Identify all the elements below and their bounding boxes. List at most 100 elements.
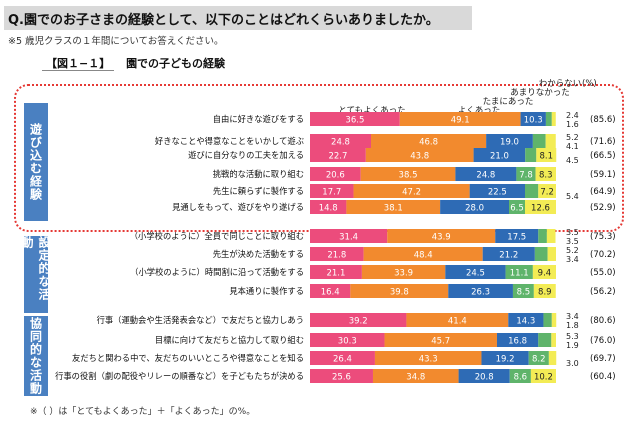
bar-segment	[310, 167, 361, 181]
figure-tag: 【図１−１】	[42, 57, 115, 71]
data-label: 38.5	[399, 171, 418, 181]
bar-segment	[528, 351, 549, 365]
data-label: 16.8	[508, 337, 527, 347]
data-label: 4.5	[566, 156, 579, 165]
data-label: 39.8	[390, 288, 409, 298]
bar-segment	[399, 112, 521, 126]
category-label: 遊びに自分なりの工夫を加える	[188, 150, 304, 160]
category-label: 目標に向けて友だちと協力して取り組む	[155, 335, 304, 345]
bar-segment	[551, 112, 556, 126]
bar-segment	[406, 313, 509, 327]
question-note: ※5 歳児クラスの１年間についてお答えください。	[8, 36, 224, 47]
bar-segment	[508, 313, 544, 327]
bar-segment	[547, 247, 556, 261]
data-label: 28.0	[465, 204, 484, 214]
data-label: 21.0	[490, 152, 509, 162]
bar-segment	[353, 184, 470, 198]
bar-segment	[525, 184, 539, 198]
data-label: 46.8	[419, 138, 438, 148]
data-label: 3.5	[566, 228, 579, 237]
category-label: 先生が決めた活動をする	[213, 249, 304, 259]
bar-segment	[346, 200, 441, 214]
total-label: (66.5)	[590, 151, 616, 161]
bar-segment	[532, 134, 546, 148]
figure-title: 【図１−１】 園での子どもの経験	[42, 55, 225, 71]
data-label: 48.4	[414, 251, 433, 261]
data-label: 30.3	[338, 337, 357, 347]
data-label: 47.2	[402, 188, 421, 198]
bar-segment	[486, 134, 533, 148]
total-label: (69.7)	[590, 354, 616, 364]
data-label: 16.4	[321, 288, 340, 298]
bar-segment	[371, 134, 487, 148]
data-label: 6.5	[510, 204, 524, 214]
bar-segment	[538, 229, 547, 243]
group-label-asobikomu: 遊び込む経験	[24, 103, 48, 221]
legend-label: わからない	[539, 79, 582, 89]
bar-segment	[374, 351, 482, 365]
data-label: 1.9	[566, 341, 579, 350]
data-label: 9.4	[538, 269, 552, 279]
bar-segment	[448, 284, 513, 298]
bar-segment	[533, 284, 556, 298]
data-label: 3.0	[566, 359, 579, 368]
data-label: 8.1	[540, 152, 554, 162]
total-label: (85.6)	[590, 115, 616, 125]
footnote: ※（ ）は「とてもよくあった」＋「よくあった」の%。	[30, 407, 256, 417]
data-label: 10.3	[524, 116, 543, 126]
bar-segment	[310, 369, 373, 383]
bar-segment	[360, 167, 456, 181]
bar-segment	[536, 148, 557, 162]
data-label: 33.9	[394, 269, 413, 279]
bar-segment	[534, 247, 548, 261]
bar-segment	[372, 369, 459, 383]
data-label: 43.3	[419, 355, 438, 365]
data-label: 5.2	[566, 246, 579, 255]
legend-label: とてもよくあった	[338, 106, 405, 116]
bar-segment	[310, 134, 372, 148]
data-label: 43.9	[432, 233, 451, 243]
bar-segment	[473, 148, 526, 162]
category-label: 自由に好きな遊びをする	[213, 114, 304, 124]
bar-segment	[310, 284, 351, 298]
total-label: (55.0)	[590, 268, 616, 278]
data-label: 24.8	[476, 171, 495, 181]
data-label: 24.5	[466, 269, 485, 279]
total-label: (76.0)	[590, 336, 616, 346]
bar-segment	[509, 200, 526, 214]
data-label: 26.3	[471, 288, 490, 298]
data-label: 49.1	[451, 116, 470, 126]
data-label: 8.2	[532, 355, 546, 365]
bar-segment	[482, 247, 535, 261]
data-label: 4.1	[566, 142, 579, 151]
bar-segment	[535, 167, 556, 181]
bar-segment	[495, 229, 539, 243]
bar-segment	[440, 200, 510, 214]
bar-segment	[548, 351, 557, 365]
data-label: 20.8	[475, 373, 494, 383]
bar-segment	[310, 265, 362, 279]
data-label: 1.6	[566, 120, 579, 129]
data-label: 21.2	[499, 251, 518, 261]
bar-segment	[546, 229, 556, 243]
data-label: 5.4	[566, 192, 579, 201]
category-label: 見本通りに製作する	[229, 286, 304, 296]
data-label: 31.4	[339, 233, 358, 243]
bar-segment	[310, 112, 400, 126]
bar-segment	[538, 184, 556, 198]
data-label: 36.5	[345, 116, 364, 126]
bar-segment	[310, 247, 364, 261]
data-label: 8.5	[517, 288, 531, 298]
group-label-kyodoteki: 協同的な活動	[24, 316, 48, 396]
category-label: 行事の役割（劇の配役やリレーの順番など）を子どもたちが決める	[55, 371, 304, 381]
data-label: 5.2	[566, 133, 579, 142]
figure-title-text: 園での子どもの経験	[126, 57, 226, 70]
category-label: 挑戦的な活動に取り組む	[213, 169, 304, 179]
data-label: 1.8	[566, 321, 579, 330]
category-label: 好きなことや得意なことをいかして遊ぶ	[155, 136, 304, 146]
bar-segment	[310, 200, 347, 214]
bar-segment	[310, 229, 388, 243]
bar-segment	[520, 112, 546, 126]
data-label: 8.9	[538, 288, 552, 298]
bar-segment	[384, 333, 497, 347]
